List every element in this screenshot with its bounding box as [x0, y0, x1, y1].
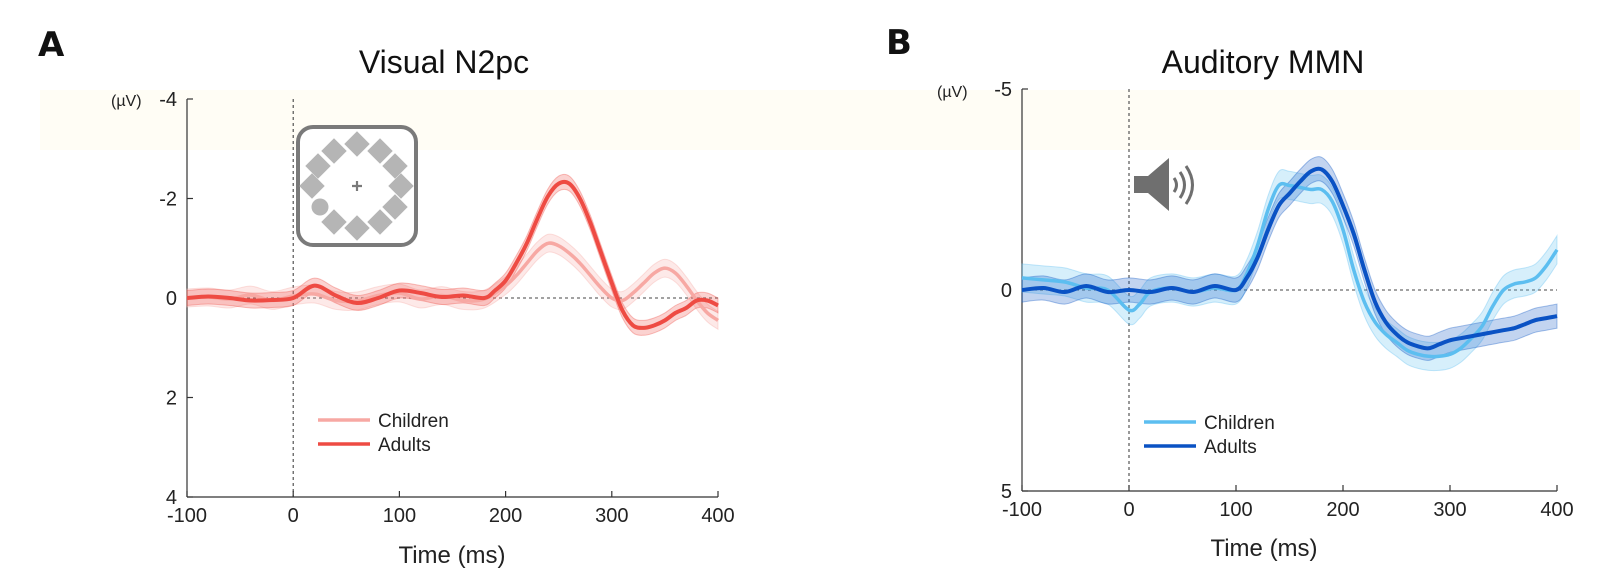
y-tick-label: -4 [159, 89, 177, 111]
panel-b: B Auditory MMN (µV) Time (ms) [886, 23, 1364, 562]
series-line-children [186, 241, 720, 322]
x-tick-label: 300 [1433, 499, 1466, 521]
x-tick-label: 200 [1326, 499, 1359, 521]
y-tick-label: 4 [166, 487, 177, 509]
plot-area-a: -100 0 100 200 300 400 -4 -2 0 2 4 Children Adults [159, 89, 734, 527]
y-unit-b: (µV) [937, 84, 968, 101]
legend-label-adults: Adults [1204, 437, 1257, 458]
legend-a: Children Adults [318, 411, 449, 456]
speaker-icon [1134, 158, 1194, 211]
x-tick-label: 100 [383, 505, 416, 527]
chart-title-b: Auditory MMN [1162, 44, 1365, 80]
legend-b: Children Adults [1144, 413, 1275, 458]
x-tick-label: 400 [1540, 499, 1573, 521]
series-band-adults [1021, 156, 1558, 361]
chart-marks: -100 0 100 200 300 400-4-2024ChildrenAdults-1… [159, 79, 1573, 527]
panel-a: A Visual N2pc (µV) Time (ms) [38, 25, 529, 569]
y-tick-label: 5 [1001, 481, 1012, 503]
series-band-children [186, 233, 719, 331]
x-tick-label: 0 [288, 505, 299, 527]
y-tick-label: 0 [166, 288, 177, 310]
y-tick-label: -2 [159, 189, 177, 211]
series-line-adults [1021, 166, 1558, 351]
series-band-adults [186, 173, 719, 336]
legend-label-adults: Adults [378, 435, 431, 456]
x-tick-label: -100 [167, 505, 207, 527]
chart-title-a: Visual N2pc [359, 44, 529, 80]
legend-label-children: Children [1204, 413, 1275, 434]
x-tick-label: 100 [1219, 499, 1252, 521]
x-tick-label: 200 [489, 505, 522, 527]
x-axis-label-b: Time (ms) [1210, 535, 1317, 562]
x-axis-label-a: Time (ms) [398, 542, 505, 569]
x-tick-label: 0 [1123, 499, 1134, 521]
x-tick-label: -100 [1002, 499, 1042, 521]
visual-search-array-icon [296, 125, 418, 247]
legend-label-children: Children [378, 411, 449, 432]
panel-letter-a: A [38, 25, 65, 65]
x-tick-label: 400 [701, 505, 734, 527]
y-tick-label: 0 [1001, 280, 1012, 302]
y-unit-a: (µV) [111, 93, 142, 110]
series-line-adults [186, 179, 719, 330]
y-tick-label: 2 [166, 388, 177, 410]
plot-area-b: -100 0 100 200 300 400 -5 0 5 Children Adults [994, 79, 1573, 521]
background-strip [40, 90, 1580, 150]
y-tick-label: -5 [994, 79, 1012, 101]
panel-letter-b: B [886, 23, 912, 63]
x-tick-label: 300 [595, 505, 628, 527]
series-line-children [1021, 181, 1559, 359]
